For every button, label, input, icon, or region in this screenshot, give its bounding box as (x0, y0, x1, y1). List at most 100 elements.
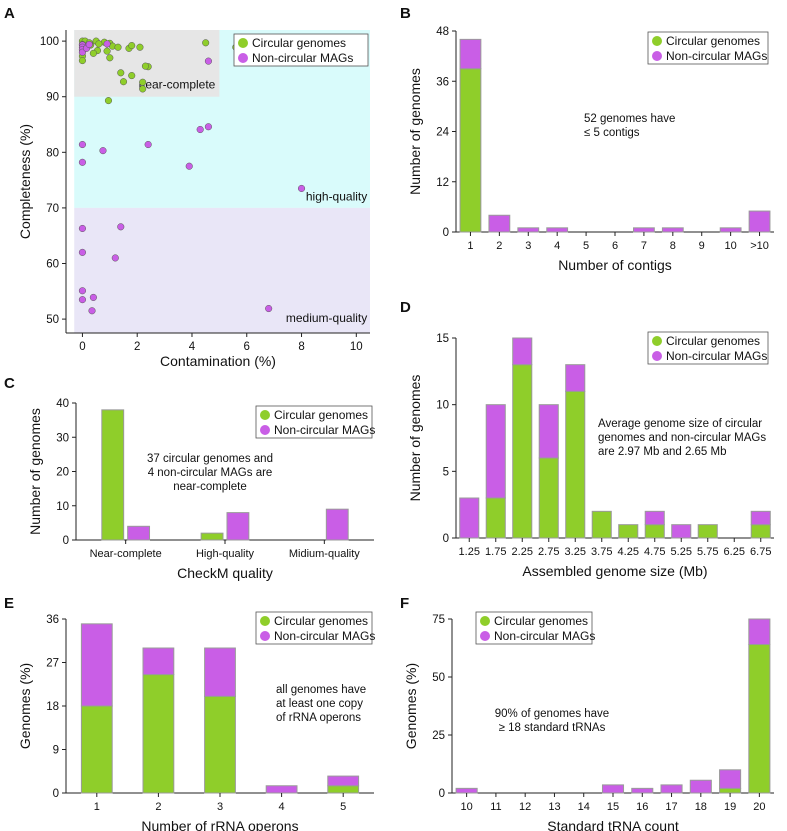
x-tick-label-F: 16 (636, 801, 648, 813)
legend-label-circular: Circular genomes (666, 334, 760, 348)
legend-label-circular: Circular genomes (274, 408, 368, 422)
x-tick-label-A: 10 (350, 341, 363, 353)
bar-circular (750, 524, 771, 539)
legend-swatch-circular (260, 616, 270, 626)
x-tick-label-B: 8 (670, 240, 676, 252)
x-tick-label-F: 11 (490, 801, 501, 813)
annotation-D-line-1: Average genome size of circular (598, 418, 762, 430)
legend-swatch-circular (260, 410, 270, 420)
y-axis-title-C: Number of genomes (27, 408, 43, 535)
legend-box (233, 33, 369, 67)
y-tick-label-F: 50 (432, 672, 445, 684)
zone-label-high-quality: high-quality (306, 190, 367, 204)
legend-box (647, 31, 769, 65)
legend-box (647, 331, 769, 365)
y-tick-label-E: 9 (53, 745, 59, 757)
annotation-D-line-3: are 2.97 Mb and 2.65 Mb (598, 446, 727, 458)
point-circular (104, 97, 113, 105)
bar-noncircular (517, 227, 540, 233)
legend-label-noncircular: Non-circular MAGs (274, 629, 375, 643)
point-circular (141, 62, 149, 70)
legend-box (475, 611, 593, 645)
point-noncircular (144, 140, 152, 149)
point-circular (78, 57, 86, 65)
legend-label-circular: Circular genomes (494, 614, 588, 628)
annotation-B-line-2: ≤ 5 contigs (584, 127, 640, 139)
y-tick-label-E: 27 (46, 658, 59, 670)
bar-circular (142, 674, 175, 794)
point-circular (114, 43, 122, 51)
annotation-E-line-2: at least one copy (276, 698, 363, 710)
annotation-C-line-3: near-complete (173, 481, 247, 493)
bar-circular (459, 68, 482, 233)
legend-label-noncircular: Non-circular MAGs (494, 629, 595, 643)
bar-circular (719, 787, 742, 794)
x-tick-label-B: 9 (699, 240, 705, 252)
legend-swatch-noncircular (238, 53, 248, 63)
legend-swatch-circular (652, 336, 662, 346)
x-tick-label-D: 4.25 (618, 546, 639, 558)
point-circular (117, 69, 125, 77)
y-axis-title-E: Genomes (%) (17, 663, 33, 749)
bar-circular (204, 695, 236, 794)
x-axis-title-C: CheckM quality (177, 565, 273, 581)
bar-circular (565, 390, 586, 539)
x-tick-label-D: 5.25 (671, 546, 692, 558)
x-tick-label-B: 2 (496, 240, 502, 252)
x-tick-label-B: 3 (525, 240, 531, 252)
point-circular (136, 43, 144, 51)
point-circular (89, 49, 97, 57)
legend-box (255, 611, 373, 645)
point-circular (202, 39, 210, 47)
bar-noncircular (689, 779, 712, 794)
point-noncircular (78, 248, 86, 256)
point-noncircular (111, 254, 119, 262)
x-tick-label-A: 0 (79, 341, 85, 353)
point-noncircular (297, 184, 306, 192)
y-tick-label-A: 60 (46, 259, 59, 271)
x-tick-label-E: 4 (279, 801, 285, 813)
x-axis-title-D: Assembled genome size (Mb) (522, 563, 707, 579)
point-noncircular (78, 158, 86, 166)
annotation-D-line-2: genomes and non-circular MAGs (598, 432, 766, 444)
y-tick-label-E: 18 (46, 701, 59, 713)
bar-noncircular (538, 404, 559, 459)
x-tick-label-F: 17 (665, 801, 677, 813)
x-tick-label-E: 3 (217, 801, 223, 813)
point-circular (128, 72, 136, 80)
x-tick-label-F: 10 (461, 801, 473, 813)
y-tick-label-E: 0 (53, 788, 59, 800)
bar-circular (327, 785, 360, 794)
y-tick-label-A: 70 (46, 203, 59, 215)
x-tick-label-F: 12 (519, 801, 531, 813)
y-tick-label-B: 36 (436, 76, 449, 88)
bar-noncircular (455, 787, 478, 794)
y-tick-label-C: 10 (56, 501, 69, 513)
bar-circular (697, 524, 718, 539)
y-tick-label-B: 24 (436, 127, 449, 139)
x-tick-label-D: 6.25 (724, 546, 745, 558)
bar-noncircular (719, 227, 742, 233)
point-noncircular (196, 125, 204, 134)
x-tick-label-D: 2.75 (538, 546, 559, 558)
panel-label-E: E (4, 595, 14, 612)
bar-noncircular (325, 508, 349, 541)
legend-label-noncircular: Non-circular MAGs (274, 423, 375, 437)
point-noncircular (265, 304, 273, 313)
bar-noncircular (546, 227, 569, 233)
y-tick-label-D: 5 (443, 466, 449, 478)
y-tick-label-B: 0 (443, 227, 449, 239)
point-circular (139, 85, 147, 93)
bar-noncircular (671, 524, 692, 539)
point-circular (95, 40, 103, 48)
bar-noncircular (661, 227, 684, 233)
legend-box (255, 405, 373, 439)
point-noncircular (78, 287, 86, 295)
bar-noncircular (748, 618, 771, 646)
y-tick-label-D: 10 (436, 400, 449, 412)
point-noncircular (78, 140, 86, 149)
